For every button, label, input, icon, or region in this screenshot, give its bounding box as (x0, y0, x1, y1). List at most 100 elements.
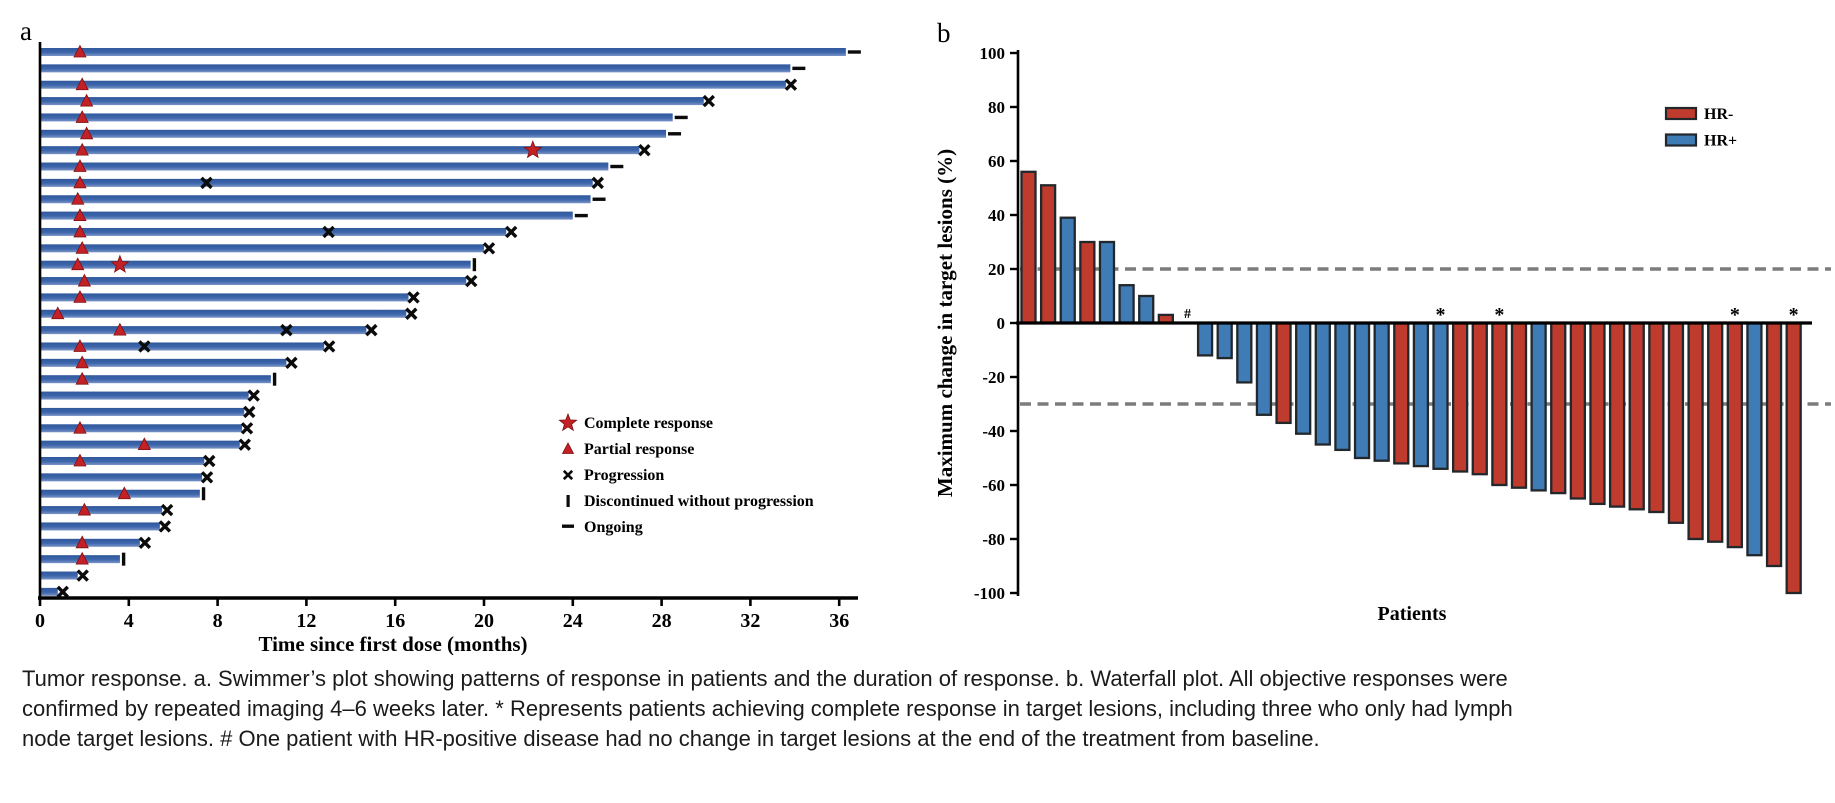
asterisk-annotation: * (1789, 304, 1799, 326)
partial-response-triangle-icon (73, 453, 87, 467)
partial-response-triangle-icon (71, 257, 85, 271)
waterfall-bar (1118, 284, 1135, 325)
swimmer-bar (40, 260, 471, 269)
progression-x-icon (247, 389, 260, 402)
x-tick-label: 20 (474, 610, 494, 632)
waterfall-bar (1785, 321, 1802, 595)
waterfall-bar (1667, 321, 1685, 524)
y-tick-label: 100 (980, 44, 1006, 63)
partial-response-triangle-icon (51, 306, 65, 320)
y-tick-label: 80 (988, 98, 1005, 117)
partial-response-triangle-icon (71, 191, 85, 205)
swimmer-bar (40, 506, 163, 515)
progression-x-icon (482, 242, 496, 255)
y-tick-label: -80 (982, 530, 1005, 549)
discontinued-bar-icon (566, 495, 570, 507)
progression-x-icon (243, 405, 256, 419)
hash-annotation: # (1184, 307, 1191, 322)
y-tick-label: 40 (988, 206, 1005, 225)
progression-x-icon (158, 520, 172, 533)
waterfall-bar (1236, 321, 1253, 384)
discontinued-bar-icon (201, 487, 206, 501)
partial-response-triangle-icon (75, 551, 89, 565)
partial-response-triangle-icon (77, 273, 92, 287)
progression-x-icon (591, 176, 604, 190)
legend-swatch (1664, 133, 1698, 147)
waterfall-bar (1373, 321, 1390, 462)
swimmer-bar (40, 391, 249, 400)
progression-x-icon (76, 569, 89, 582)
swimmer-legend-label: Ongoing (584, 519, 643, 536)
waterfall-bar (1765, 321, 1783, 568)
x-tick-label: 16 (385, 610, 405, 632)
swimmer-bar (40, 129, 667, 138)
partial-response-triangle-icon (561, 442, 575, 454)
swimmer-bar (40, 64, 791, 73)
waterfall-bar (1471, 321, 1488, 476)
swimmer-legend-label: Progression (584, 467, 664, 484)
waterfall-bar (1432, 321, 1449, 470)
partial-response-triangle-icon (75, 142, 89, 156)
waterfall-bar (1451, 321, 1469, 473)
waterfall-legend-label: HR- (1704, 106, 1733, 123)
progression-x-icon (638, 143, 651, 157)
waterfall-x-axis-title: Patients (1378, 603, 1447, 625)
waterfall-bar (1550, 321, 1567, 495)
panel-b-label: b (937, 18, 951, 48)
partial-response-triangle-icon (79, 93, 94, 107)
partial-response-triangle-icon (75, 535, 89, 549)
waterfall-bar (1295, 321, 1312, 435)
ongoing-dash-icon (562, 524, 574, 528)
progression-x-icon (285, 356, 298, 370)
asterisk-annotation: * (1494, 304, 1504, 326)
progression-x-icon (56, 585, 69, 599)
complete-response-star-icon (523, 140, 543, 159)
progression-x-icon (238, 438, 252, 451)
waterfall-bar (1314, 321, 1331, 446)
waterfall-plot: # * * * * 100 80 60 40 20 0 -20 -40 -60 -80 -100 Patient… (933, 44, 1831, 625)
x-tick-label: 12 (296, 610, 316, 632)
asterisk-annotation: * (1436, 304, 1446, 326)
waterfall-bar (1589, 321, 1606, 506)
progression-x-icon (200, 471, 214, 484)
swimmer-legend-label: Complete response (584, 415, 713, 432)
progression-x-icon (405, 307, 418, 320)
complete-response-star-icon (558, 412, 578, 432)
ongoing-dash-icon (674, 115, 688, 120)
x-tick-label: 8 (213, 610, 223, 632)
swimmer-bar (40, 571, 78, 580)
ongoing-dash-icon (668, 132, 682, 136)
waterfall-bar (1726, 321, 1743, 549)
swimmer-bar (40, 97, 704, 106)
y-tick-label: 60 (988, 152, 1005, 171)
waterfall-bar (1138, 294, 1155, 325)
x-tick-label: 0 (35, 610, 45, 632)
x-tick-label: 4 (124, 610, 134, 632)
progression-x-icon (240, 422, 254, 435)
swimmer-bar (40, 587, 58, 596)
swimmer-bar (40, 473, 203, 482)
y-tick-label: -100 (974, 584, 1005, 603)
waterfall-legend-label: HR+ (1704, 133, 1737, 150)
waterfall-bar (1079, 240, 1096, 325)
complete-response-star-icon (110, 254, 130, 273)
progression-x-icon (504, 225, 518, 239)
swimmer-legend-label: Discontinued without progression (584, 493, 814, 510)
waterfall-bar (1059, 216, 1076, 325)
partial-response-triangle-icon (75, 77, 89, 91)
waterfall-bar (1648, 321, 1665, 514)
progression-x-icon (203, 454, 216, 468)
waterfall-bar (1216, 321, 1233, 360)
swimmer-bar (40, 538, 140, 547)
partial-response-triangle-icon (75, 240, 89, 254)
asterisk-annotation: * (1730, 304, 1740, 326)
swimmer-bar (40, 457, 205, 465)
progression-x-icon (322, 225, 335, 239)
swimmer-legend-label: Partial response (584, 441, 694, 458)
ongoing-dash-icon (592, 197, 606, 201)
y-tick-label: 20 (988, 260, 1005, 279)
y-tick-label: -20 (982, 368, 1005, 387)
swimmer-bar (40, 342, 325, 351)
partial-response-triangle-icon (73, 290, 87, 303)
